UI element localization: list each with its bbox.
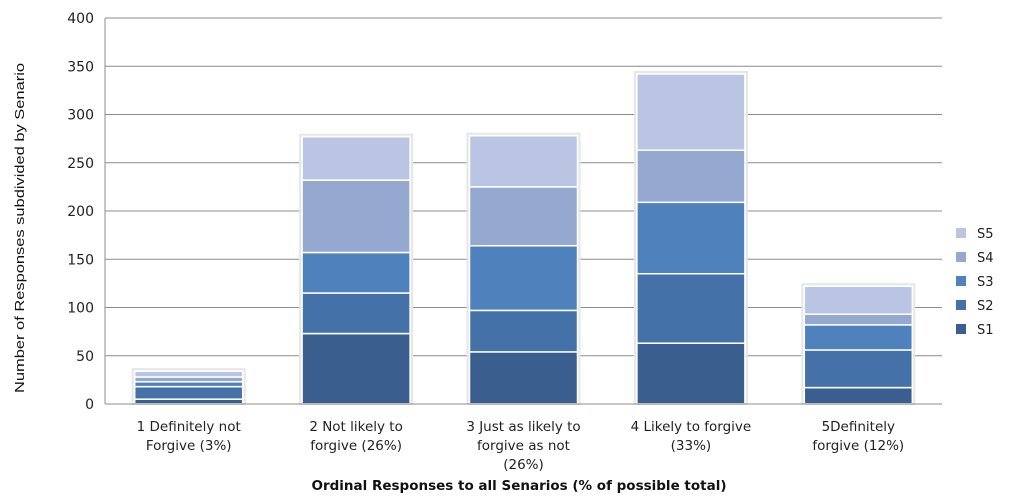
legend-label: S1 bbox=[977, 323, 994, 338]
bar-segment-s5 bbox=[133, 370, 244, 378]
x-category-label: Forgive (3%) bbox=[146, 438, 232, 454]
y-tick-label: 350 bbox=[67, 59, 94, 75]
y-tick-label: 200 bbox=[67, 204, 94, 220]
bar-segment-s3 bbox=[301, 251, 411, 294]
bar-segment-s1 bbox=[636, 342, 746, 405]
y-tick-label: 400 bbox=[67, 11, 94, 27]
legend-swatch-s1 bbox=[956, 324, 966, 334]
legend-label: S3 bbox=[977, 275, 994, 290]
x-category-label: (26%) bbox=[503, 457, 544, 473]
bar-segment-s3 bbox=[636, 201, 746, 275]
bar-segment-s3 bbox=[803, 324, 914, 351]
y-axis-label: Number of Responses subdivided by Senari… bbox=[12, 63, 27, 393]
legend-label: S2 bbox=[977, 299, 994, 314]
legend-swatch-s5 bbox=[956, 228, 966, 238]
x-category-label: forgive as not bbox=[477, 438, 570, 454]
x-category-label: 1 Definitely not bbox=[137, 419, 241, 435]
y-tick-label: 150 bbox=[67, 252, 94, 268]
y-tick-label: 0 bbox=[85, 397, 94, 413]
y-tick-label: 50 bbox=[76, 349, 94, 365]
x-category-label: 3 Just as likely to bbox=[466, 419, 580, 435]
bar-segment-s4 bbox=[803, 313, 914, 326]
x-category-label: 2 Not likely to bbox=[309, 419, 403, 435]
x-category-label: forgive (26%) bbox=[310, 438, 402, 454]
legend-label: S4 bbox=[977, 251, 994, 266]
bar-segment-s4 bbox=[468, 186, 579, 247]
x-category-label: forgive (12%) bbox=[812, 438, 904, 454]
x-category-label: 4 Likely to forgive bbox=[631, 419, 752, 435]
y-tick-label: 300 bbox=[67, 108, 94, 124]
x-category-label: 5Definitely bbox=[822, 419, 895, 435]
bar-segment-s5 bbox=[468, 134, 579, 188]
bar-segment-s2 bbox=[133, 385, 244, 400]
bars bbox=[105, 70, 942, 406]
y-axis-ticks: 0 50 100 150 200 250 300 350 400 bbox=[67, 11, 94, 413]
bar-segment-s5 bbox=[803, 285, 914, 316]
bar-segment-s4 bbox=[301, 179, 411, 254]
x-axis-label: Ordinal Responses to all Senarios (% of … bbox=[311, 478, 726, 494]
legend-swatch-s3 bbox=[956, 276, 966, 286]
y-tick-label: 250 bbox=[67, 156, 94, 172]
legend-label: S5 bbox=[977, 227, 994, 242]
bar-segment-s1 bbox=[468, 351, 579, 405]
x-axis-categories: 1 Definitely not Forgive (3%) 2 Not likely… bbox=[137, 419, 905, 473]
x-category-label: (33%) bbox=[671, 438, 712, 454]
legend-swatch-s2 bbox=[956, 300, 966, 310]
legend-swatch-s4 bbox=[956, 252, 966, 262]
bar-segment-s2 bbox=[301, 292, 411, 335]
bar-segment-s4 bbox=[636, 149, 746, 204]
legend: S5 S4 S3 S2 S1 bbox=[956, 227, 994, 338]
bar-segment-s1 bbox=[803, 386, 914, 405]
bar-segment-s5 bbox=[636, 73, 746, 151]
bar-segment-s2 bbox=[803, 349, 914, 389]
bar-segment-s1 bbox=[301, 332, 411, 405]
bar-segment-s5 bbox=[301, 135, 411, 181]
y-tick-label: 100 bbox=[67, 301, 94, 317]
bar-segment-s2 bbox=[636, 272, 746, 344]
bar-segment-s3 bbox=[468, 244, 579, 312]
bar-segment-s2 bbox=[468, 309, 579, 353]
